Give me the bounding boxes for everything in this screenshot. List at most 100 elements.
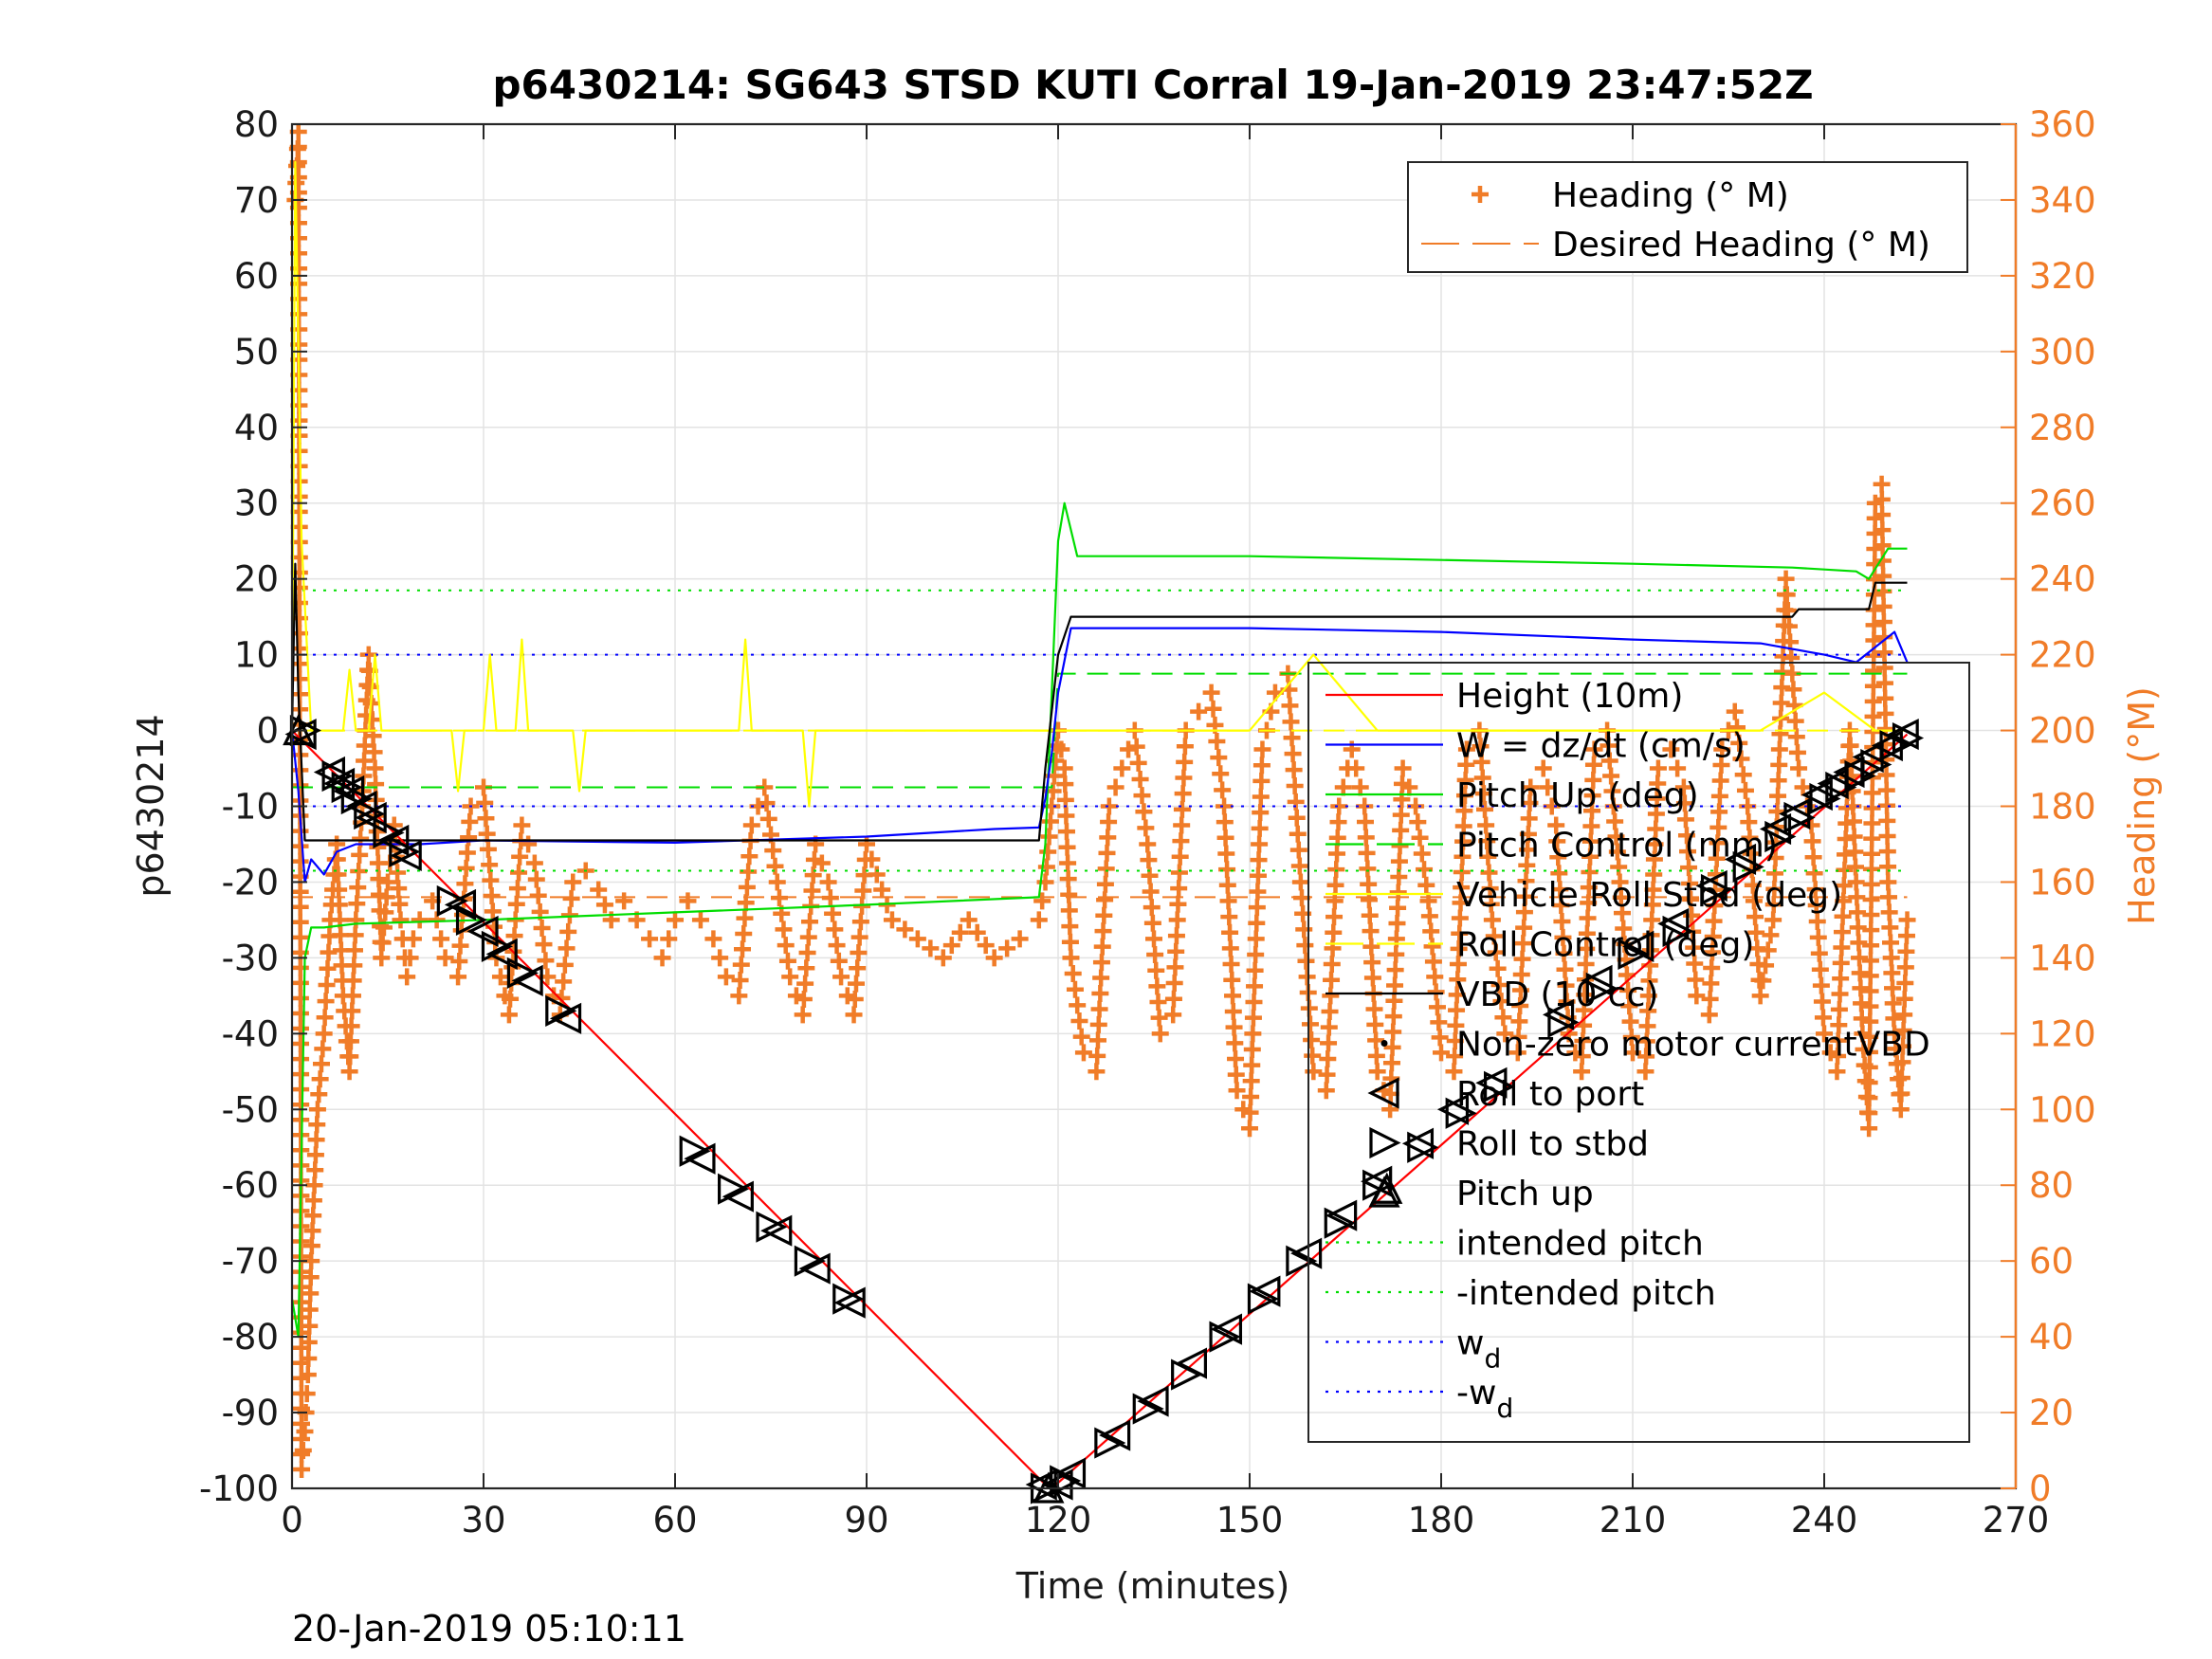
heading-point [292,1066,310,1084]
heading-point [1850,934,1868,952]
x-tick-label: 180 [1408,1500,1475,1540]
heading-point [846,990,864,1008]
series-vehicle-roll-stbd-deg [290,160,1908,808]
heading-point [1849,919,1867,937]
heading-point [1621,1012,1639,1030]
heading-point [738,878,756,896]
heading-point [1148,977,1166,995]
heading-point [1777,570,1795,588]
heading-point [1874,506,1892,524]
heading-point [1578,939,1596,957]
heading-point [998,939,1016,957]
heading-point [1851,949,1869,967]
heading-point [934,949,952,967]
x-tick-label: 210 [1600,1500,1667,1540]
heading-point [1874,613,1892,631]
heading-point [830,952,848,970]
heading-point [1494,1009,1512,1027]
heading-point [332,926,350,944]
y-tick-label: 70 [234,180,279,221]
y-tick-label: -40 [222,1013,279,1054]
heading-point [1583,787,1601,805]
heading-point [1222,956,1240,974]
heading-point [302,1285,320,1303]
heading-point [1816,1025,1833,1043]
heading-point [1394,759,1412,777]
heading-point [1649,759,1667,777]
heading-point [1454,817,1472,835]
heading-point [1061,933,1079,951]
heading-point [1248,914,1266,932]
heading-point [590,881,608,899]
heading-point [1638,1017,1656,1035]
heading-point [373,949,391,967]
heading-point [1701,990,1719,1008]
heading-point [1304,1047,1322,1065]
footer-timestamp: 20-Jan-2019 05:10:11 [292,1608,686,1650]
heading-point [432,930,450,948]
y2-tick-label: 160 [2029,862,2096,902]
marker-roll-to-port [345,790,377,823]
heading-point [766,857,784,875]
marker-roll-to-stbd [1783,801,1816,834]
heading-point [1166,958,1184,976]
legend-label-text: W = dz/dt (cm/s) [1456,727,1746,766]
y2-tick-label: 300 [2029,332,2096,373]
heading-point [1702,975,1720,993]
marker-roll-to-stbd [506,957,539,989]
legend-label-text: Roll to port [1456,1075,1644,1114]
heading-point [1886,1025,1904,1043]
heading-point [1769,787,1787,805]
heading-point [1287,793,1305,811]
heading-point [1851,964,1869,982]
heading-point [819,873,837,891]
heading-point [1221,923,1239,941]
heading-point [1875,629,1893,647]
legend-label-text: VBD (10 cc) [1456,975,1658,1014]
marker-roll-to-stbd [1825,771,1857,804]
heading-point [1453,848,1472,866]
heading-point [1607,828,1625,846]
heading-point [390,880,408,898]
heading-point [500,1006,518,1024]
marker-roll-to-port [1779,797,1811,830]
heading-point [1772,694,1790,712]
heading-point [781,968,799,986]
heading-point [1039,843,1057,861]
marker-roll-to-port [390,839,422,872]
heading-point [985,949,1003,967]
heading-point [1600,752,1618,770]
heading-point [1210,749,1228,767]
heading-point [1746,908,1764,926]
heading-point [1829,1047,1847,1065]
heading-point [1553,912,1571,930]
heading-point [1786,712,1804,730]
heading-point [451,937,469,955]
heading-point [374,934,392,952]
marker-roll-to-port [333,775,365,808]
marker-roll-to-stbd [679,1135,711,1167]
heading-point [1223,971,1241,989]
heading-point [1619,981,1637,999]
y-tick-label: -60 [222,1165,279,1206]
marker-roll-to-stbd [1132,1393,1164,1425]
heading-point [794,1006,812,1024]
heading-point [730,987,748,1005]
heading-point [1040,828,1058,846]
heading-point [1513,950,1531,968]
heading-point [1892,1101,1910,1119]
heading-point [1585,740,1603,758]
heading-point [1480,864,1498,882]
heading-point [292,1248,310,1266]
heading-point [328,835,346,853]
legend-label-text: Roll to stbd [1456,1125,1649,1164]
heading-point [1249,866,1267,884]
heading-point [1810,944,1828,962]
heading-point [1489,959,1507,977]
marker-roll-to-stbd [1445,1097,1477,1129]
heading-point [556,956,574,974]
heading-point [851,913,869,931]
heading-point [1490,975,1508,994]
heading-point [960,911,978,929]
heading-point [1392,806,1410,824]
